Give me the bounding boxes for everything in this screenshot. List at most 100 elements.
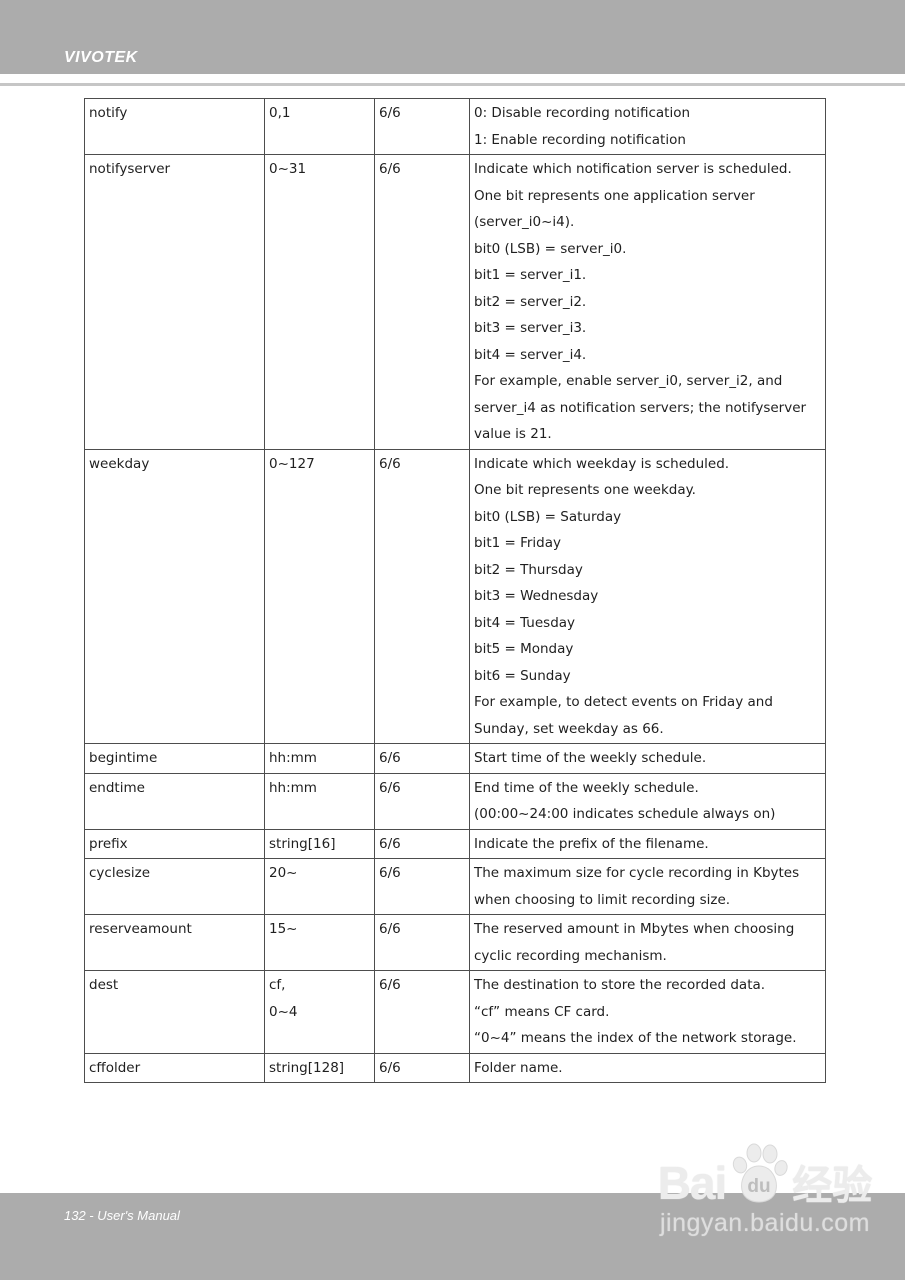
param-description-cell: Indicate which weekday is scheduled. One …	[469, 448, 826, 744]
param-name-cell: notifyserver	[84, 154, 265, 450]
param-value-line: string[16]	[269, 835, 336, 852]
param-permission-cell: 6/6	[374, 98, 470, 155]
param-name: endtime	[89, 779, 145, 796]
param-description-line: The maximum size for cycle recording in …	[474, 865, 800, 881]
param-description-line: “0~4” means the index of the network sto…	[474, 1030, 797, 1046]
param-table-body: notify 0,1 6/6 0: Disable recording notific…	[84, 98, 826, 1083]
table-row: notify 0,1 6/6 0: Disable recording notific…	[84, 98, 826, 155]
param-description-line: Indicate the prefix of the filename.	[474, 835, 709, 852]
param-description-line: bit0 (LSB) = server_i0.	[474, 240, 627, 257]
param-description-line: bit1 = server_i1.	[474, 267, 587, 283]
param-value-cell: 20~	[264, 858, 375, 915]
param-description-line: bit3 = Wednesday	[474, 588, 599, 604]
param-description-line: Folder name.	[474, 1059, 563, 1076]
param-description-cell: The maximum size for cycle recording in …	[469, 858, 826, 915]
param-description-line: (00:00~24:00 indicates schedule always o…	[474, 806, 776, 822]
vivotek-logo: VIVOTEK	[64, 49, 138, 66]
param-name-cell: reserveamount	[84, 914, 265, 971]
param-permission-cell: 6/6	[374, 858, 470, 915]
paw-icon: du	[728, 1142, 790, 1210]
table-row: dest cf, 0~4 6/6 The destination to store th…	[84, 970, 826, 1054]
param-name-cell: prefix	[84, 828, 265, 859]
param-value-cell: hh:mm	[264, 743, 375, 774]
parameter-table: notify 0,1 6/6 0: Disable recording notific…	[84, 98, 826, 1083]
param-name-cell: endtime	[84, 772, 265, 830]
param-description-cell: Folder name.	[469, 1052, 826, 1083]
param-name: cffolder	[89, 1059, 141, 1076]
param-description-line: value is 21.	[474, 426, 552, 442]
param-value-cell: string[128]	[264, 1052, 375, 1083]
param-description-line: (server_i0~i4).	[474, 214, 575, 230]
param-permission-cell: 6/6	[374, 448, 470, 744]
param-name-cell: cyclesize	[84, 858, 265, 915]
param-description-line: Indicate which weekday is scheduled.	[474, 455, 730, 472]
header-bar	[0, 0, 905, 74]
param-description-line: bit5 = Monday	[474, 641, 574, 657]
param-description-line: 0: Disable recording notification	[474, 105, 691, 121]
param-value-cell: 0,1	[264, 98, 375, 155]
param-permission-cell: 6/6	[374, 772, 470, 830]
param-description-line: “cf” means CF card.	[474, 1003, 610, 1020]
param-value-line: hh:mm	[269, 779, 317, 796]
table-row: cffolder string[128] 6/6 Folder name.	[84, 1052, 826, 1083]
param-permission: 6/6	[379, 865, 401, 881]
param-value-cell: hh:mm	[264, 772, 375, 830]
param-value-line: string[128]	[269, 1059, 345, 1076]
param-value-line: 20~	[269, 865, 298, 881]
param-description-line: when choosing to limit recording size.	[474, 891, 731, 908]
param-description-line: Indicate which notification server is sc…	[474, 161, 792, 177]
table-row: endtime hh:mm 6/6 End time of the weekly sc…	[84, 772, 826, 830]
param-name: weekday	[89, 455, 150, 472]
param-permission: 6/6	[379, 835, 401, 852]
param-description-line: 1: Enable recording notification	[474, 131, 686, 148]
param-description-line: bit6 = Sunday	[474, 667, 571, 684]
param-description-line: Sunday, set weekday as 66.	[474, 720, 664, 737]
param-description-line: One bit represents one application serve…	[474, 187, 755, 204]
paw-du-label: du	[748, 1176, 771, 1197]
param-value-line: 0~127	[269, 455, 315, 472]
param-permission: 6/6	[379, 455, 401, 472]
param-value-line: 0,1	[269, 105, 291, 121]
param-description-cell: Indicate which notification server is sc…	[469, 154, 826, 450]
param-value-line: 15~	[269, 921, 298, 937]
param-description-line: bit3 = server_i3.	[474, 320, 587, 336]
table-row: notifyserver 0~31 6/6 Indicate which notifi…	[84, 154, 826, 450]
param-description-cell: End time of the weekly schedule. (00:00~2…	[469, 772, 826, 830]
param-name-cell: cffolder	[84, 1052, 265, 1083]
param-description-cell: 0: Disable recording notification 1: Enab…	[469, 98, 826, 155]
param-description-line: bit1 = Friday	[474, 535, 562, 551]
baidu-jingyan-logo: Bai du 经验	[635, 1142, 895, 1206]
param-description-line: One bit represents one weekday.	[474, 482, 696, 498]
param-value-line: 0~31	[269, 161, 307, 177]
param-description-line: The destination to store the recorded da…	[474, 977, 766, 993]
param-name: reserveamount	[89, 921, 192, 937]
param-permission-cell: 6/6	[374, 154, 470, 450]
table-row: reserveamount 15~ 6/6 The reserved amount i…	[84, 914, 826, 971]
param-description-line: bit4 = Tuesday	[474, 614, 576, 631]
param-name-cell: dest	[84, 970, 265, 1054]
param-permission-cell: 6/6	[374, 1052, 470, 1083]
param-description-line: For example, to detect events on Friday …	[474, 694, 773, 710]
param-value-cell: 0~31	[264, 154, 375, 450]
param-value-cell: cf, 0~4	[264, 970, 375, 1054]
param-description-line: For example, enable server_i0, server_i2…	[474, 373, 783, 389]
watermark-bai-text: Bai	[657, 1157, 728, 1210]
param-description-cell: The destination to store the recorded da…	[469, 970, 826, 1054]
param-value-cell: string[16]	[264, 828, 375, 859]
watermark-domain: jingyan.baidu.com	[659, 1209, 870, 1237]
param-permission-cell: 6/6	[374, 970, 470, 1054]
param-description-line: Start time of the weekly schedule.	[474, 750, 707, 766]
param-permission: 6/6	[379, 1059, 401, 1076]
param-name-cell: notify	[84, 98, 265, 155]
param-name-cell: begintime	[84, 743, 265, 774]
baidu-jingyan-watermark: Bai du 经验 jingyan.baidu.com	[635, 1142, 895, 1238]
param-description-line: bit4 = server_i4.	[474, 346, 587, 363]
table-row: weekday 0~127 6/6 Indicate which weekday is…	[84, 448, 826, 744]
param-description-line: End time of the weekly schedule.	[474, 779, 699, 796]
footer-bar	[0, 1193, 905, 1280]
param-name: dest	[89, 977, 119, 993]
footer-page-label: 132 - User's Manual	[64, 1208, 180, 1223]
param-description-line: bit2 = server_i2.	[474, 293, 587, 310]
param-permission: 6/6	[379, 977, 401, 993]
param-description-line: server_i4 as notification servers; the n…	[474, 399, 807, 416]
